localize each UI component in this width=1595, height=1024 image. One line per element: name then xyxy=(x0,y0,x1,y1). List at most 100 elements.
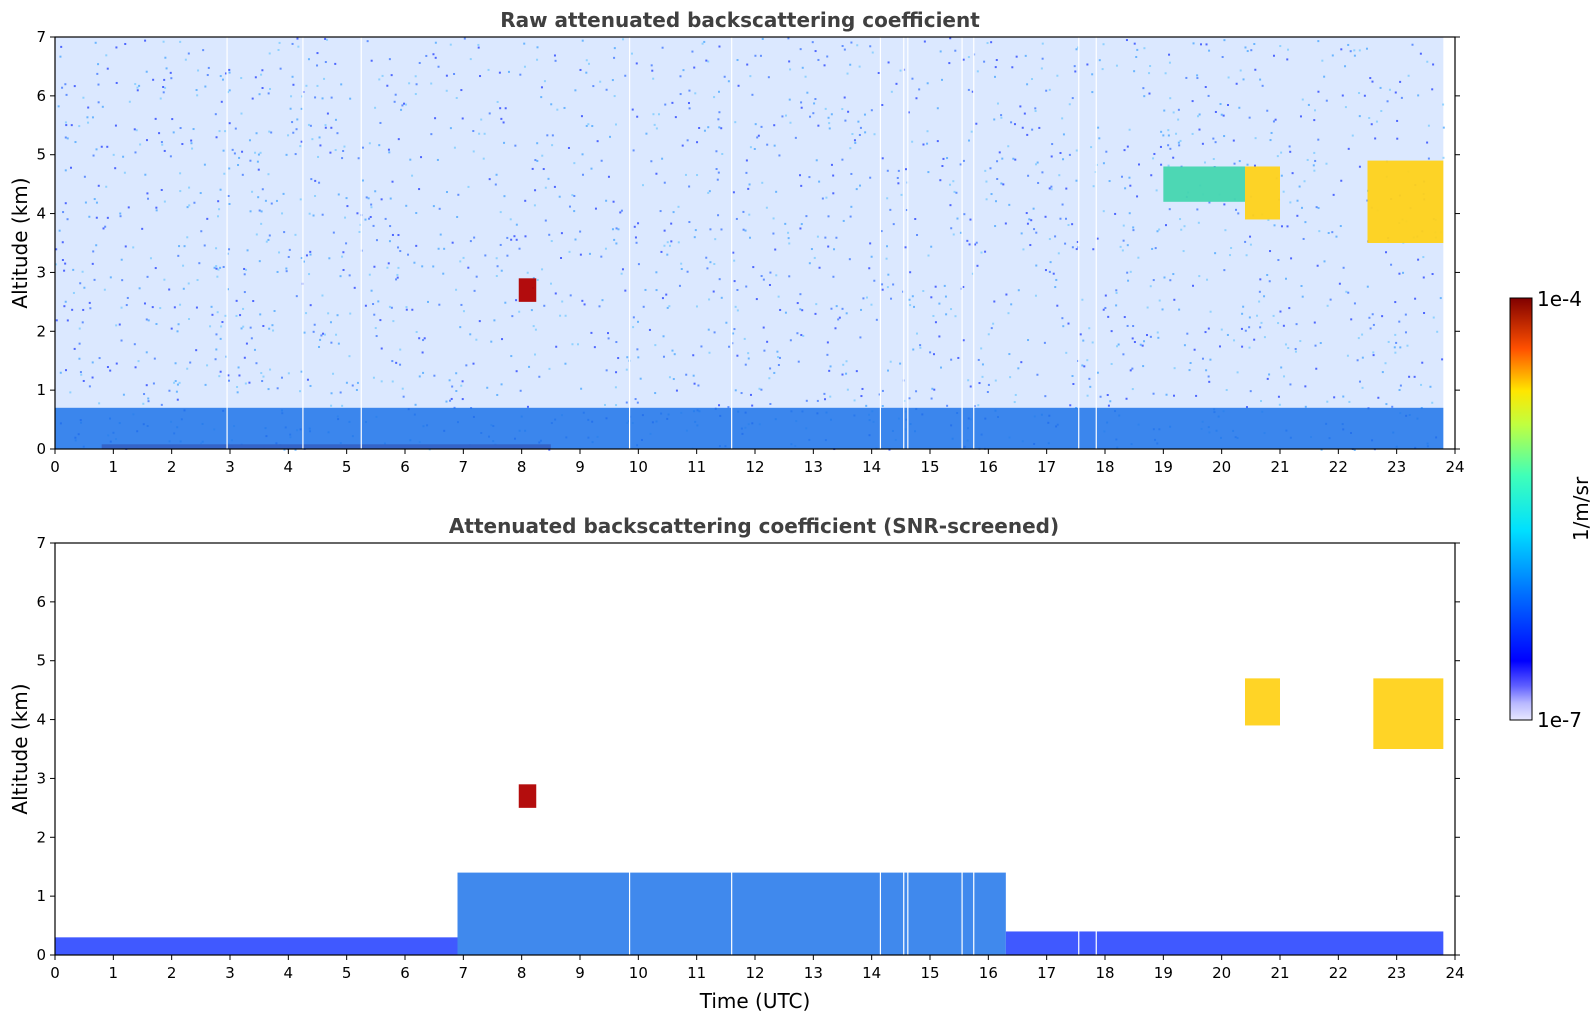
noise-dot xyxy=(235,299,238,302)
noise-dot xyxy=(1248,116,1251,119)
noise-dot xyxy=(161,143,164,146)
noise-dot xyxy=(902,290,905,293)
noise-dot xyxy=(1277,322,1280,325)
noise-dot xyxy=(179,190,182,193)
noise-dot xyxy=(158,132,161,135)
noise-dot xyxy=(1086,63,1089,66)
noise-dot xyxy=(746,63,749,66)
noise-dot xyxy=(1268,373,1271,376)
noise-dot xyxy=(984,169,987,172)
noise-dot xyxy=(532,277,535,280)
noise-dot xyxy=(929,351,932,354)
noise-dot xyxy=(869,45,872,48)
noise-dot xyxy=(1442,103,1445,106)
noise-dot xyxy=(1123,316,1126,319)
noise-dot xyxy=(870,109,873,112)
y-tick-label: 1 xyxy=(36,887,46,905)
raw-backscatter-panel: Raw attenuated backscattering coefficien… xyxy=(8,8,1465,476)
noise-dot xyxy=(392,320,395,323)
x-tick-label: 18 xyxy=(1095,964,1114,982)
noise-dot xyxy=(368,217,371,220)
noise-dot xyxy=(1128,128,1131,131)
noise-dot xyxy=(967,139,970,142)
noise-dot xyxy=(865,404,868,407)
x-tick-label: 1 xyxy=(109,964,119,982)
noise-dot xyxy=(1164,72,1167,75)
noise-dot xyxy=(1436,330,1439,333)
noise-dot xyxy=(1301,295,1304,298)
noise-dot xyxy=(138,287,141,290)
noise-dot xyxy=(391,360,394,363)
noise-dot xyxy=(950,358,953,361)
noise-dot xyxy=(1244,240,1247,243)
noise-dot xyxy=(179,303,182,306)
noise-dot xyxy=(169,71,172,74)
noise-dot xyxy=(889,360,892,363)
noise-dot xyxy=(499,243,502,246)
noise-dot xyxy=(1001,157,1004,160)
noise-dot xyxy=(942,157,945,160)
noise-dot xyxy=(297,45,300,48)
noise-dot xyxy=(607,337,610,340)
noise-dot xyxy=(1043,341,1046,344)
noise-dot xyxy=(851,133,854,136)
noise-dot xyxy=(613,56,616,59)
noise-dot xyxy=(361,179,364,182)
noise-dot xyxy=(318,345,321,348)
noise-dot xyxy=(980,251,983,254)
noise-dot xyxy=(104,225,107,228)
noise-dot xyxy=(1341,94,1344,97)
noise-dot xyxy=(975,122,978,125)
noise-dot xyxy=(275,199,278,202)
noise-dot xyxy=(779,308,782,311)
noise-dot xyxy=(717,118,720,121)
noise-dot xyxy=(887,61,890,64)
noise-dot xyxy=(720,296,723,299)
noise-dot xyxy=(672,378,675,381)
noise-dot xyxy=(1417,258,1420,261)
noise-dot xyxy=(1189,362,1192,365)
noise-dot xyxy=(1092,248,1095,251)
noise-dot xyxy=(1365,47,1368,50)
noise-dot xyxy=(397,246,400,249)
noise-dot xyxy=(588,252,591,255)
noise-dot xyxy=(432,205,435,208)
noise-dot xyxy=(886,286,889,289)
noise-dot xyxy=(1260,321,1263,324)
noise-dot xyxy=(1132,226,1135,229)
noise-dot xyxy=(421,265,424,268)
noise-dot xyxy=(1071,246,1074,249)
noise-dot xyxy=(1030,219,1033,222)
noise-dot xyxy=(206,364,209,367)
noise-dot xyxy=(751,404,754,407)
noise-dot xyxy=(949,204,952,207)
noise-dot xyxy=(799,48,802,51)
noise-dot xyxy=(859,184,862,187)
noise-dot xyxy=(547,177,550,180)
noise-dot xyxy=(81,270,84,273)
noise-dot xyxy=(515,299,518,302)
noise-dot xyxy=(1075,48,1078,51)
noise-dot xyxy=(734,389,737,392)
noise-dot xyxy=(1280,174,1283,177)
noise-dot xyxy=(389,225,392,228)
noise-dot xyxy=(1361,356,1364,359)
noise-dot xyxy=(487,68,490,71)
noise-dot xyxy=(1064,242,1067,245)
noise-dot xyxy=(1041,42,1044,45)
x-tick-label: 11 xyxy=(687,964,706,982)
noise-dot xyxy=(637,263,640,266)
noise-dot xyxy=(1266,273,1269,276)
noise-dot xyxy=(91,361,94,364)
noise-dot xyxy=(144,173,147,176)
noise-dot xyxy=(634,398,637,401)
noise-dot xyxy=(681,144,684,147)
noise-dot xyxy=(397,234,400,237)
noise-dot xyxy=(510,238,513,241)
noise-dot xyxy=(1414,297,1417,300)
noise-dot xyxy=(549,282,552,285)
region-boundary-layer-aerosol xyxy=(55,407,1444,449)
noise-dot xyxy=(1196,74,1199,77)
noise-dot xyxy=(373,313,376,316)
noise-dot xyxy=(380,198,383,201)
